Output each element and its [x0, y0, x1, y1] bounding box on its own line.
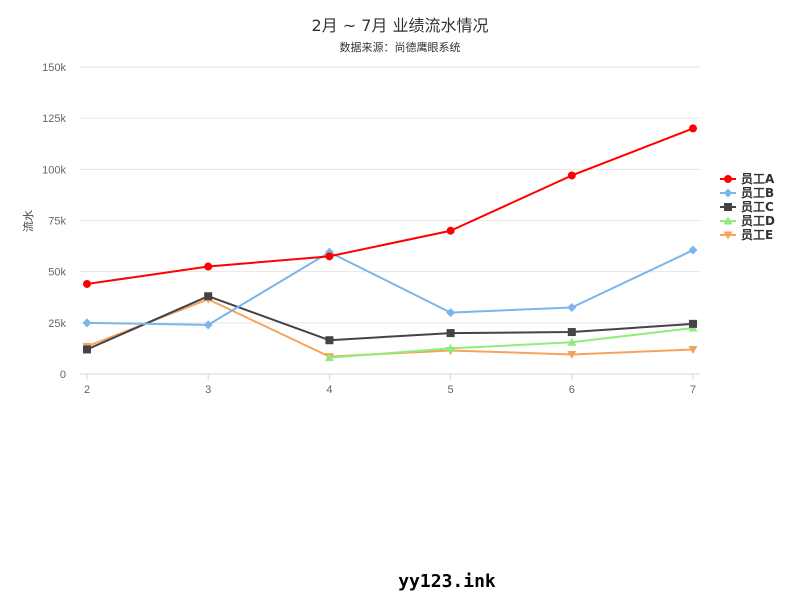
watermark: yy123.ink: [398, 571, 496, 592]
x-tick-label: 4: [326, 384, 332, 396]
data-point[interactable]: [82, 318, 92, 328]
data-point[interactable]: [689, 124, 697, 133]
series-line: [86, 298, 694, 358]
x-tick-label: 5: [448, 384, 454, 396]
y-tick-label: 125k: [42, 113, 66, 125]
legend-marker[interactable]: [723, 188, 733, 198]
chart-subtitle: 数据来源：尚德鹰眼系统: [340, 40, 461, 54]
series-line: [86, 249, 694, 326]
data-point[interactable]: [688, 345, 698, 354]
y-axis-ticks: 0 25k 50k 75k 100k 125k 150k: [42, 62, 66, 381]
data-point[interactable]: [446, 308, 456, 318]
data-point[interactable]: [325, 252, 334, 261]
legend-marker[interactable]: [723, 231, 733, 240]
series-line: [86, 295, 694, 351]
grid-lines: [80, 66, 700, 375]
data-point[interactable]: [567, 337, 577, 346]
legend-item[interactable]: 员工B: [720, 186, 774, 200]
legend-marker[interactable]: [724, 203, 732, 211]
data-point[interactable]: [83, 279, 91, 288]
series-3: [83, 292, 697, 354]
data-point[interactable]: [446, 329, 455, 338]
x-tick-label: 2: [84, 384, 90, 396]
y-tick-label: 150k: [42, 62, 66, 74]
series-line: [86, 127, 694, 285]
data-point[interactable]: [446, 343, 456, 352]
legend-label: 员工D: [741, 214, 775, 228]
legend-marker[interactable]: [723, 216, 733, 225]
y-tick-label: 25k: [48, 318, 66, 330]
data-point[interactable]: [325, 336, 334, 345]
legend-item[interactable]: 员工C: [720, 200, 774, 214]
series-5: [82, 295, 698, 362]
legend-marker[interactable]: [724, 175, 732, 183]
data-point[interactable]: [688, 245, 698, 255]
data-point[interactable]: [567, 328, 576, 337]
data-point[interactable]: [203, 320, 213, 330]
x-tick-label: 6: [569, 384, 575, 396]
data-point[interactable]: [204, 262, 213, 271]
data-point[interactable]: [204, 292, 213, 301]
y-tick-label: 0: [60, 369, 66, 381]
series-line: [329, 326, 694, 359]
series-2: [82, 245, 698, 330]
data-point[interactable]: [689, 319, 697, 328]
data-point[interactable]: [567, 302, 577, 312]
data-point[interactable]: [567, 171, 576, 180]
data-point[interactable]: [567, 351, 577, 360]
legend-item[interactable]: 员工E: [720, 228, 773, 242]
series-1: [83, 124, 697, 288]
y-tick-label: 50k: [48, 267, 66, 279]
x-tick-label: 7: [690, 384, 696, 396]
data-point[interactable]: [446, 226, 455, 235]
legend-label: 员工B: [741, 186, 774, 200]
y-axis-label: 流水: [21, 210, 35, 232]
legend-label: 员工A: [741, 172, 775, 186]
x-axis-ticks: 2 3 4 5 6 7: [84, 374, 696, 396]
series-4: [324, 323, 698, 362]
data-point[interactable]: [83, 345, 91, 354]
legend-item[interactable]: 员工D: [720, 214, 775, 228]
x-tick-label: 3: [205, 384, 211, 396]
legend-label: 员工E: [741, 228, 773, 242]
chart-title: 2月 ~ 7月 业绩流水情况: [311, 16, 488, 35]
data-point[interactable]: [324, 353, 334, 362]
legend-label: 员工C: [741, 200, 774, 214]
legend-item[interactable]: 员工A: [720, 172, 775, 186]
series-layer: [82, 124, 698, 362]
y-tick-label: 75k: [48, 216, 66, 228]
y-tick-label: 100k: [42, 164, 66, 176]
